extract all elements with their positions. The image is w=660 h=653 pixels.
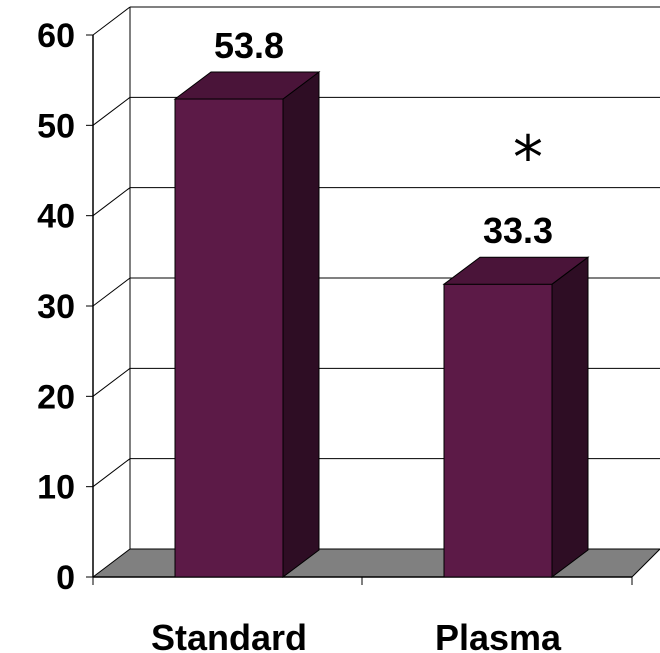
labels: 0 10 20 30 40 50 60 53.8 Standard 33.3 Plasma * [37, 17, 562, 653]
bar-standard [174, 98, 284, 578]
y-tick-label: 60 [37, 17, 75, 55]
gridline-side [92, 6, 131, 36]
bar-plasma [443, 283, 553, 578]
y-tick-label: 0 [56, 559, 75, 597]
y-tick-label: 50 [37, 107, 75, 145]
bar-side-standard [282, 71, 320, 578]
data-label-standard: 53.8 [214, 25, 284, 66]
y-tick-label: 30 [37, 288, 75, 326]
bar-top-plasma [442, 256, 590, 285]
gridline-side [92, 187, 131, 217]
gridline-side [92, 458, 131, 488]
bars [173, 71, 590, 578]
category-label-standard: Standard [151, 617, 307, 653]
gridline-side [92, 367, 131, 397]
significance-asterisk: * [513, 123, 543, 193]
bar-side-plasma [551, 256, 589, 578]
data-label-plasma: 33.3 [483, 210, 553, 251]
gridline-side [92, 277, 131, 307]
category-label-plasma: Plasma [435, 617, 562, 653]
gridline-side [92, 96, 131, 126]
y-tick-label: 20 [37, 378, 75, 416]
y-tick-label: 10 [37, 469, 75, 507]
y-tick-label: 40 [37, 198, 75, 236]
bar-top-standard [173, 71, 321, 100]
